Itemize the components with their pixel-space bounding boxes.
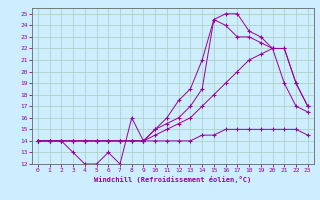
X-axis label: Windchill (Refroidissement éolien,°C): Windchill (Refroidissement éolien,°C) <box>94 176 252 183</box>
